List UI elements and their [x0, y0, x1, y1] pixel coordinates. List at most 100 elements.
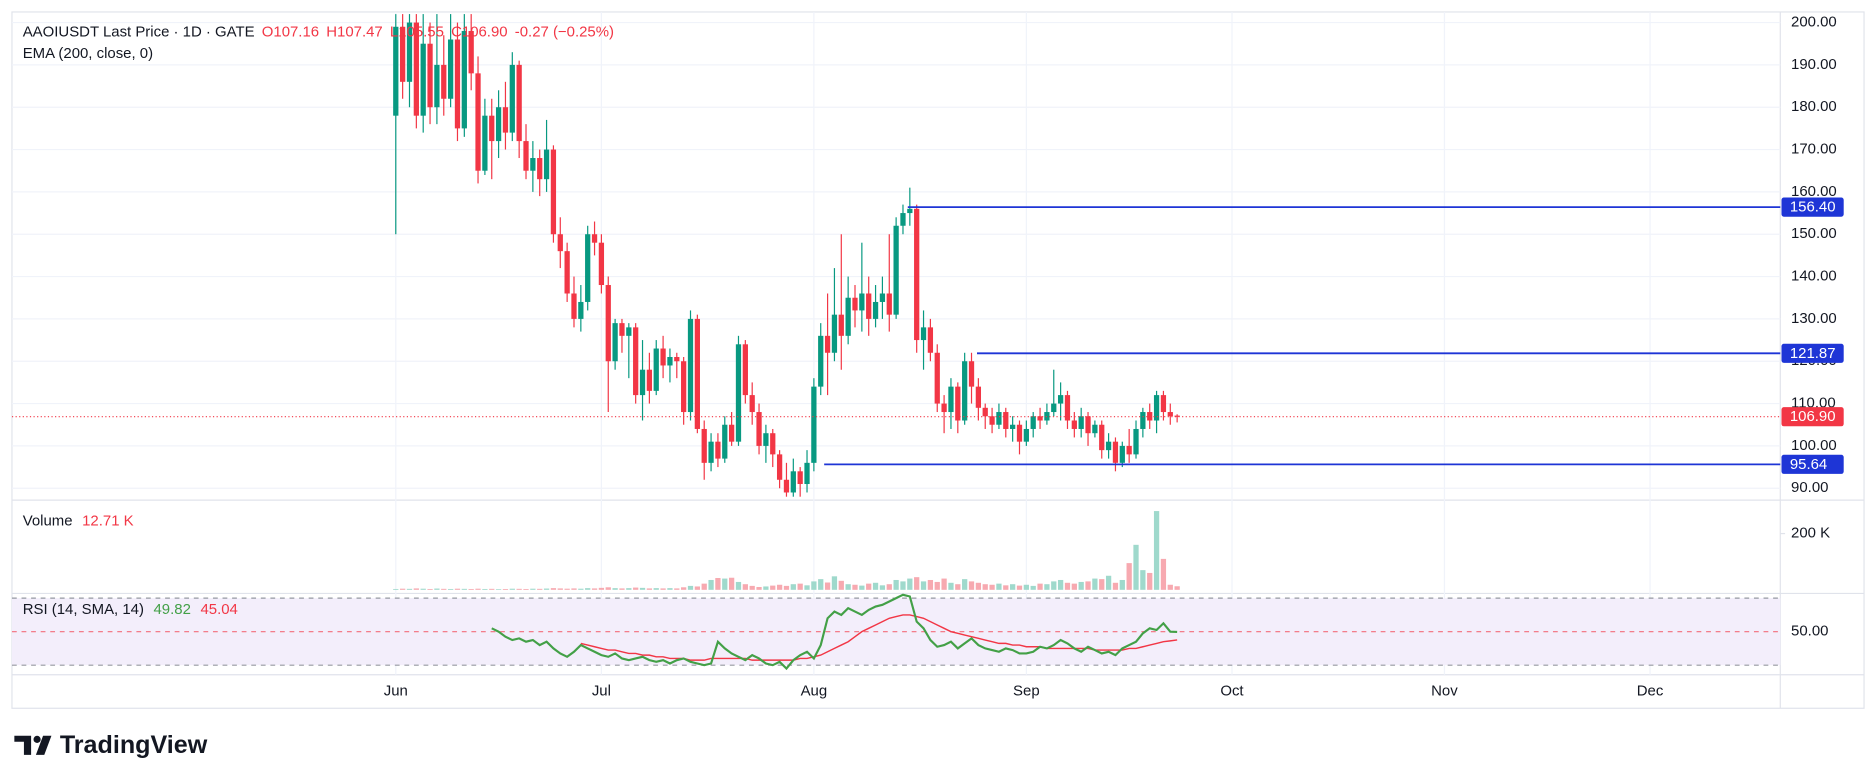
low: L105.55: [390, 23, 444, 40]
volume-bar: [578, 588, 584, 590]
volume-bar: [701, 583, 707, 590]
volume-bar: [447, 588, 454, 590]
volume-bar: [660, 588, 666, 590]
symbol: AAOIUSDT Last Price · 1D · GATE: [23, 23, 255, 40]
volume-bar: [852, 584, 858, 590]
volume-bar: [1057, 579, 1064, 590]
volume-bar: [818, 579, 824, 590]
candle-body: [495, 107, 502, 142]
candle-body: [468, 31, 474, 74]
volume-bar: [468, 588, 474, 590]
candle-body: [633, 327, 639, 396]
level-label: 121.87: [1790, 345, 1836, 362]
volume-bar: [454, 588, 461, 590]
volume-bar: [393, 588, 399, 590]
volume-bar: [646, 588, 653, 590]
candle-body: [914, 208, 920, 341]
candle-body: [626, 327, 632, 336]
volume-bar: [516, 588, 522, 590]
volume-bar: [955, 584, 961, 590]
candle-body: [749, 395, 755, 413]
logo-mark: [14, 735, 32, 755]
candle-body: [400, 26, 406, 82]
candle-body: [968, 361, 975, 387]
volume-bar: [509, 588, 515, 590]
volume-bar: [866, 583, 872, 590]
volume-bar: [1044, 584, 1050, 590]
rsi-legend: RSI (14, SMA, 14) 49.82 45.04: [23, 601, 238, 618]
candle-body: [1037, 416, 1043, 421]
x-tick-label: Aug: [801, 682, 828, 699]
candle-body: [1023, 428, 1029, 442]
volume-bar: [962, 579, 968, 590]
candle-body: [975, 386, 982, 408]
volume-bar: [708, 579, 714, 590]
x-tick-label: Nov: [1431, 682, 1458, 699]
candle-body: [818, 335, 824, 387]
volume-bar: [523, 588, 529, 590]
volume-bar: [639, 587, 646, 590]
candle-body: [962, 361, 968, 421]
volume-bar: [783, 585, 790, 590]
volume-bar: [502, 588, 509, 590]
volume-bar: [585, 588, 591, 590]
candle-body: [447, 39, 454, 99]
volume-bar: [564, 588, 570, 590]
volume-bar: [763, 586, 769, 590]
volume-bar: [804, 585, 810, 590]
candle-body: [653, 348, 659, 391]
candle-body: [948, 386, 954, 413]
volume-bar: [1092, 578, 1098, 590]
y-tick-label: 180.00: [1791, 98, 1837, 115]
candle-body: [790, 471, 796, 493]
candle-body: [674, 356, 680, 362]
rsi-label: RSI (14, SMA, 14): [23, 601, 144, 618]
volume-bar: [413, 588, 419, 590]
volume-bar: [1016, 585, 1023, 590]
level-tag: [1781, 454, 1844, 474]
volume-bar: [1099, 579, 1105, 590]
volume-last: 12.71 K: [82, 513, 134, 530]
candle-body: [571, 293, 577, 319]
candle-body: [687, 318, 694, 413]
candle-body: [639, 369, 646, 396]
candle-body: [927, 327, 934, 353]
candle-body: [1105, 441, 1112, 451]
marks-layer: [393, 14, 1180, 671]
volume-bar: [1105, 575, 1112, 590]
last-price-label: 106.90: [1790, 408, 1836, 425]
volume-bar: [1064, 582, 1071, 590]
candle-body: [475, 73, 481, 171]
candle-body: [406, 22, 413, 82]
candle-body: [1140, 412, 1146, 429]
candle-body: [564, 251, 570, 294]
candle-body: [838, 314, 844, 336]
candle-body: [694, 318, 700, 429]
volume-bar: [776, 584, 783, 590]
candle-body: [591, 234, 598, 243]
y-tick-label: 170.00: [1791, 141, 1837, 158]
candle-body: [1133, 428, 1139, 455]
candle-body: [1167, 412, 1173, 417]
volume-bar: [626, 588, 632, 590]
candle-body: [941, 403, 947, 413]
candle-body: [502, 107, 509, 133]
change: -0.27 (−0.25%): [515, 23, 614, 40]
candle-body: [1112, 441, 1119, 463]
level-label: 156.40: [1790, 199, 1836, 216]
candle-body: [872, 301, 879, 319]
volume-bar: [879, 585, 886, 590]
volume-tick-label: 200 K: [1791, 525, 1830, 542]
volume-label: Volume: [23, 513, 73, 530]
volume-bar: [941, 578, 947, 590]
volume-bar: [489, 588, 495, 590]
candle-body: [722, 424, 728, 459]
volume-bar: [722, 578, 728, 590]
volume-bar: [756, 587, 762, 590]
volume-bar: [1112, 582, 1119, 590]
rsi-tick-label: 50.00: [1791, 623, 1828, 640]
candle-body: [1174, 415, 1180, 417]
candle-body: [619, 323, 625, 336]
volume-bar: [1119, 579, 1125, 590]
logo-mark: [35, 735, 52, 755]
